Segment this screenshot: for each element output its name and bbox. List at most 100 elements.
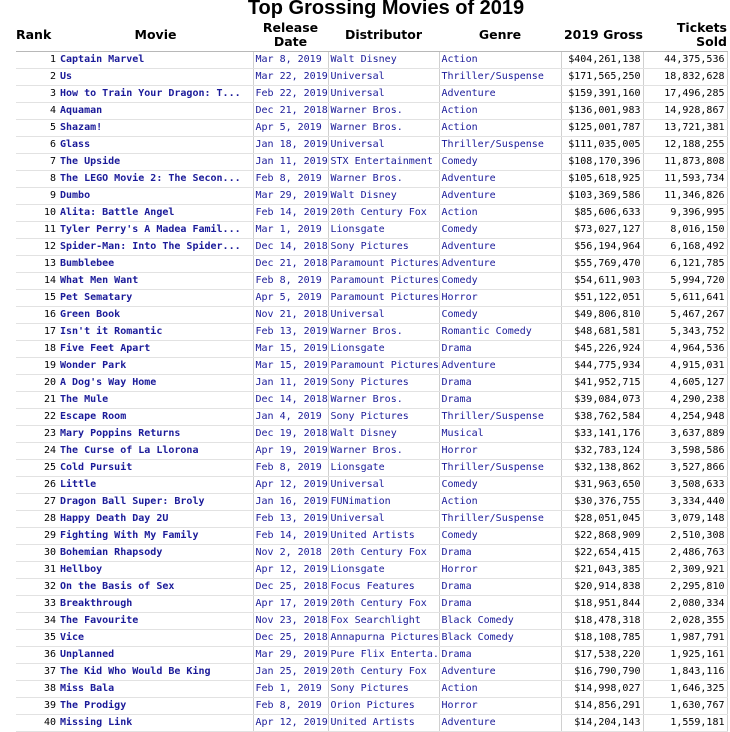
- movie-title-link[interactable]: Unplanned: [58, 646, 253, 664]
- release-date-link[interactable]: Apr 12, 2019: [252, 714, 328, 732]
- movie-title-link[interactable]: Fighting With My Family: [58, 527, 253, 545]
- distributor-link[interactable]: Lionsgate: [327, 221, 439, 239]
- movie-title-link[interactable]: Escape Room: [58, 408, 253, 426]
- release-date-link[interactable]: Jan 16, 2019: [252, 493, 328, 511]
- release-date-link[interactable]: Nov 2, 2018: [252, 544, 328, 562]
- movie-title-link[interactable]: Miss Bala: [58, 680, 253, 698]
- distributor-link[interactable]: 20th Century Fox: [327, 204, 439, 222]
- distributor-link[interactable]: Warner Bros.: [327, 102, 439, 120]
- release-date-link[interactable]: Jan 11, 2019: [252, 153, 328, 171]
- genre-link[interactable]: Adventure: [438, 357, 561, 375]
- distributor-link[interactable]: Walt Disney: [327, 51, 439, 69]
- movie-title-link[interactable]: Tyler Perry's A Madea Famil...: [58, 221, 253, 239]
- genre-link[interactable]: Drama: [438, 391, 561, 409]
- release-date-link[interactable]: Feb 8, 2019: [252, 459, 328, 477]
- header-movie[interactable]: Movie: [58, 19, 253, 52]
- distributor-link[interactable]: FUNimation: [327, 493, 439, 511]
- movie-title-link[interactable]: Dumbo: [58, 187, 253, 205]
- distributor-link[interactable]: United Artists: [327, 714, 439, 732]
- release-date-link[interactable]: Dec 21, 2018: [252, 255, 328, 273]
- distributor-link[interactable]: Paramount Pictures: [327, 357, 439, 375]
- distributor-link[interactable]: Paramount Pictures: [327, 272, 439, 290]
- distributor-link[interactable]: Walt Disney: [327, 187, 439, 205]
- distributor-link[interactable]: Sony Pictures: [327, 680, 439, 698]
- movie-title-link[interactable]: Spider-Man: Into The Spider...: [58, 238, 253, 256]
- distributor-link[interactable]: 20th Century Fox: [327, 544, 439, 562]
- distributor-link[interactable]: Universal: [327, 306, 439, 324]
- movie-title-link[interactable]: Isn't it Romantic: [58, 323, 253, 341]
- genre-link[interactable]: Drama: [438, 646, 561, 664]
- distributor-link[interactable]: Warner Bros.: [327, 391, 439, 409]
- movie-title-link[interactable]: Bohemian Rhapsody: [58, 544, 253, 562]
- genre-link[interactable]: Adventure: [438, 663, 561, 681]
- movie-title-link[interactable]: Bumblebee: [58, 255, 253, 273]
- genre-link[interactable]: Adventure: [438, 238, 561, 256]
- release-date-link[interactable]: Dec 19, 2018: [252, 425, 328, 443]
- release-date-link[interactable]: Apr 19, 2019: [252, 442, 328, 460]
- movie-title-link[interactable]: Shazam!: [58, 119, 253, 137]
- genre-link[interactable]: Adventure: [438, 170, 561, 188]
- genre-link[interactable]: Comedy: [438, 221, 561, 239]
- distributor-link[interactable]: Universal: [327, 68, 439, 86]
- movie-title-link[interactable]: Happy Death Day 2U: [58, 510, 253, 528]
- distributor-link[interactable]: Warner Bros.: [327, 119, 439, 137]
- genre-link[interactable]: Action: [438, 102, 561, 120]
- genre-link[interactable]: Action: [438, 51, 561, 69]
- movie-title-link[interactable]: A Dog's Way Home: [58, 374, 253, 392]
- movie-title-link[interactable]: Mary Poppins Returns: [58, 425, 253, 443]
- genre-link[interactable]: Action: [438, 680, 561, 698]
- genre-link[interactable]: Horror: [438, 561, 561, 579]
- genre-link[interactable]: Action: [438, 493, 561, 511]
- distributor-link[interactable]: Paramount Pictures: [327, 255, 439, 273]
- distributor-link[interactable]: Universal: [327, 136, 439, 154]
- release-date-link[interactable]: Apr 17, 2019: [252, 595, 328, 613]
- genre-link[interactable]: Horror: [438, 289, 561, 307]
- distributor-link[interactable]: United Artists: [327, 527, 439, 545]
- genre-link[interactable]: Drama: [438, 374, 561, 392]
- genre-link[interactable]: Action: [438, 204, 561, 222]
- movie-title-link[interactable]: Captain Marvel: [58, 51, 253, 69]
- movie-title-link[interactable]: The Favourite: [58, 612, 253, 630]
- movie-title-link[interactable]: Little: [58, 476, 253, 494]
- release-date-link[interactable]: Feb 1, 2019: [252, 680, 328, 698]
- genre-link[interactable]: Drama: [438, 578, 561, 596]
- genre-link[interactable]: Comedy: [438, 527, 561, 545]
- release-date-link[interactable]: Mar 29, 2019: [252, 646, 328, 664]
- distributor-link[interactable]: Sony Pictures: [327, 374, 439, 392]
- movie-title-link[interactable]: Vice: [58, 629, 253, 647]
- movie-title-link[interactable]: The Kid Who Would Be King: [58, 663, 253, 681]
- movie-title-link[interactable]: The Curse of La Llorona: [58, 442, 253, 460]
- distributor-link[interactable]: Pure Flix Enterta...: [327, 646, 439, 664]
- distributor-link[interactable]: Universal: [327, 510, 439, 528]
- genre-link[interactable]: Thriller/Suspense: [438, 136, 561, 154]
- release-date-link[interactable]: Nov 21, 2018: [252, 306, 328, 324]
- release-date-link[interactable]: Mar 29, 2019: [252, 187, 328, 205]
- genre-link[interactable]: Comedy: [438, 306, 561, 324]
- release-date-link[interactable]: Jan 18, 2019: [252, 136, 328, 154]
- genre-link[interactable]: Action: [438, 119, 561, 137]
- distributor-link[interactable]: Sony Pictures: [327, 408, 439, 426]
- genre-link[interactable]: Adventure: [438, 85, 561, 103]
- release-date-link[interactable]: Feb 14, 2019: [252, 527, 328, 545]
- distributor-link[interactable]: 20th Century Fox: [327, 663, 439, 681]
- release-date-link[interactable]: Mar 1, 2019: [252, 221, 328, 239]
- header-distributor[interactable]: Distributor: [328, 19, 439, 52]
- release-date-link[interactable]: Feb 14, 2019: [252, 204, 328, 222]
- release-date-link[interactable]: Dec 21, 2018: [252, 102, 328, 120]
- movie-title-link[interactable]: Five Feet Apart: [58, 340, 253, 358]
- genre-link[interactable]: Drama: [438, 340, 561, 358]
- distributor-link[interactable]: Sony Pictures: [327, 238, 439, 256]
- movie-title-link[interactable]: The LEGO Movie 2: The Secon...: [58, 170, 253, 188]
- movie-title-link[interactable]: Breakthrough: [58, 595, 253, 613]
- distributor-link[interactable]: Fox Searchlight: [327, 612, 439, 630]
- movie-title-link[interactable]: Green Book: [58, 306, 253, 324]
- distributor-link[interactable]: Paramount Pictures: [327, 289, 439, 307]
- movie-title-link[interactable]: Missing Link: [58, 714, 253, 732]
- genre-link[interactable]: Romantic Comedy: [438, 323, 561, 341]
- genre-link[interactable]: Comedy: [438, 476, 561, 494]
- release-date-link[interactable]: Dec 14, 2018: [252, 391, 328, 409]
- release-date-link[interactable]: Dec 14, 2018: [252, 238, 328, 256]
- movie-title-link[interactable]: Glass: [58, 136, 253, 154]
- genre-link[interactable]: Comedy: [438, 272, 561, 290]
- release-date-link[interactable]: Feb 13, 2019: [252, 510, 328, 528]
